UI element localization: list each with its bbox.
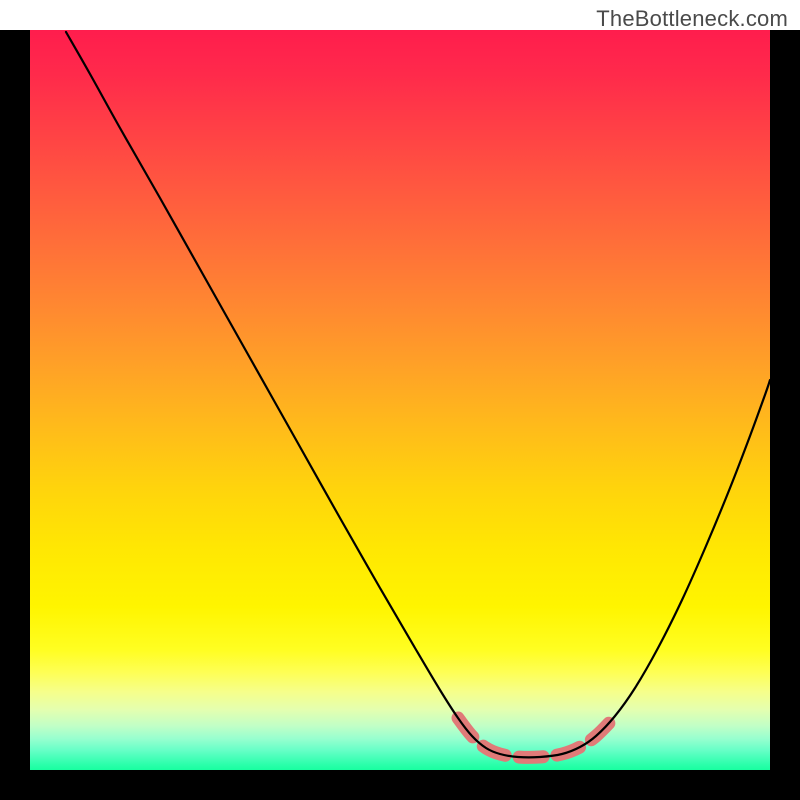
chart-root: TheBottleneck.com: [0, 0, 800, 800]
frame-bottom: [0, 770, 800, 800]
watermark-text: TheBottleneck.com: [596, 6, 788, 32]
chart-svg: [0, 0, 800, 800]
gradient-background: [30, 30, 770, 770]
frame-left: [0, 30, 30, 800]
frame-right: [770, 30, 800, 800]
